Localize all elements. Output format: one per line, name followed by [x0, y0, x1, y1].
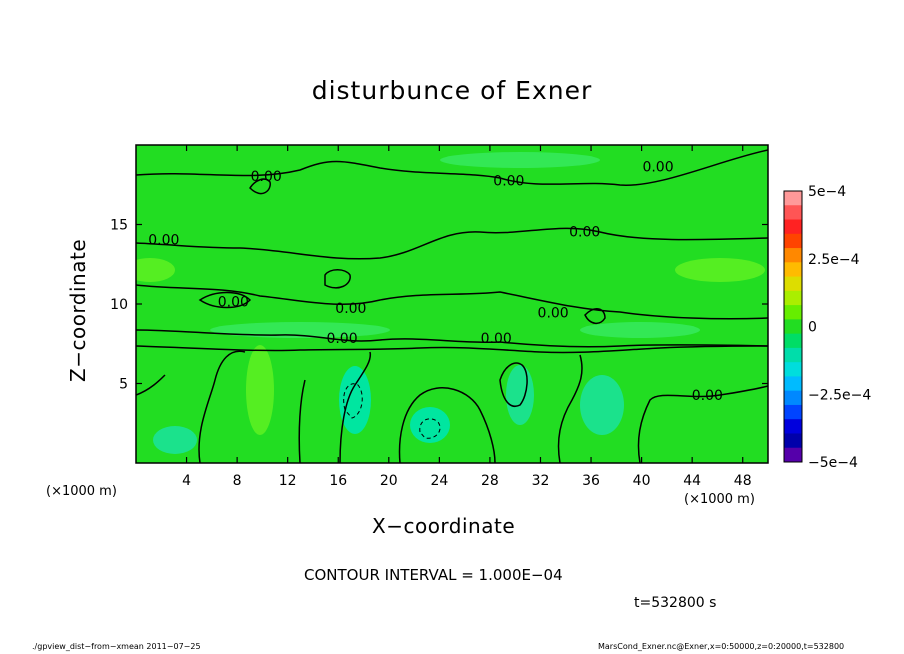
colorbar-swatch [784, 276, 802, 292]
contour-line [637, 385, 768, 463]
contour-label: 0.00 [335, 301, 366, 317]
field-patch [153, 426, 197, 454]
contour-line-negative [419, 418, 441, 439]
colorbar-swatch [784, 205, 802, 221]
x-tick-label: 40 [633, 473, 651, 489]
contour-line-negative [343, 383, 363, 419]
contour-label: 0.00 [569, 224, 600, 240]
colorbar-tick-label: 0 [808, 320, 817, 336]
colorbar-swatch [784, 362, 802, 377]
x-tick-label: 48 [734, 473, 752, 489]
colorbar-frame [783, 190, 803, 463]
field-patch [246, 345, 274, 435]
contour-labels: 0.00 0.00 0.00 0.00 0.00 0.00 0.00 0.00 0.00 0.00… [148, 159, 723, 404]
contour-line [136, 284, 768, 320]
colorbar-tick-label: −2.5e−4 [808, 387, 871, 403]
x-tick-label: 4 [182, 473, 191, 489]
colorbar-swatch [784, 333, 802, 349]
x-tick-label: 20 [380, 473, 398, 489]
colorbar-swatch [784, 447, 802, 463]
contour-label: 0.00 [251, 169, 282, 185]
x-tick-label: 16 [329, 473, 347, 489]
footer-right: MarsCond_Exner.nc@Exner,x=0:50000,z=0:20… [598, 642, 845, 651]
footer-left: ./gpview_dist−from−xmean 2011−07−25 [32, 642, 201, 651]
contour-line [339, 351, 372, 463]
contour-label: 0.00 [692, 388, 723, 404]
colorbar-swatch [784, 433, 802, 449]
x-tick-label: 8 [233, 473, 242, 489]
x-tick-label: 24 [430, 473, 448, 489]
colorbar-tick-label: 5e−4 [808, 184, 846, 200]
x-tick-label: 12 [279, 473, 297, 489]
colorbar-swatch [784, 191, 802, 206]
colorbar-swatch [784, 376, 802, 392]
contour-line [398, 387, 496, 463]
field-patch [580, 322, 700, 338]
contour-line [499, 362, 528, 407]
chart-title: disturbunce of Exner [311, 76, 593, 105]
contour-label: 0.00 [538, 306, 569, 322]
colorbar-swatch [784, 219, 802, 235]
y-axis: 5 10 15 [110, 218, 768, 393]
y-axis-label: Z−coordinate [66, 238, 90, 382]
y-tick-label: 5 [119, 377, 128, 393]
colorbar-tick-label: −5e−4 [808, 455, 858, 471]
contour-line [557, 354, 583, 463]
contour-line [136, 374, 166, 396]
contour-label: 0.00 [326, 331, 357, 347]
field-patch [136, 258, 175, 282]
colorbar: 5e−4 2.5e−4 0 −2.5e−4 −5e−4 [783, 184, 871, 471]
x-tick-label: 44 [683, 473, 701, 489]
contour-interval: CONTOUR INTERVAL = 1.000E−04 [304, 566, 563, 584]
x-tick-label: 28 [481, 473, 499, 489]
contour-lines [136, 149, 768, 463]
contour-label: 0.00 [642, 159, 673, 175]
field-patch [410, 407, 450, 443]
field-shading [136, 152, 765, 454]
y-tick-label: 10 [110, 297, 128, 313]
colorbar-swatch [784, 233, 802, 249]
colorbar-swatch [784, 262, 802, 278]
contour-line [136, 329, 768, 348]
contour-line [198, 350, 246, 463]
contour-line [136, 149, 768, 186]
colorbar-swatch [784, 290, 802, 306]
time-label: t=532800 s [634, 595, 717, 611]
field-patch [675, 258, 765, 282]
colorbar-swatch [784, 390, 802, 406]
contour-line [136, 345, 768, 354]
x-axis: 4 8 12 16 20 24 28 32 36 40 44 48 [182, 145, 752, 489]
colorbar-swatch [784, 404, 802, 420]
y-tick-label: 15 [110, 218, 128, 234]
contour-line [324, 269, 351, 289]
y-unit-label: (×1000 m) [46, 484, 117, 499]
colorbar-swatch [784, 347, 802, 363]
x-axis-label: X−coordinate [372, 514, 516, 538]
colorbar-tick-label: 2.5e−4 [808, 252, 860, 268]
field-patch [580, 375, 624, 435]
field-patch [506, 365, 534, 425]
colorbar-swatch [784, 419, 802, 434]
contour-label: 0.00 [493, 174, 524, 190]
x-tick-label: 32 [532, 473, 550, 489]
field-patch [440, 152, 600, 168]
colorbar-swatch [784, 305, 802, 320]
field-patch [210, 322, 390, 338]
contour-line [584, 308, 606, 324]
colorbar-swatch [784, 319, 802, 335]
colorbar-swatch [784, 248, 802, 263]
contour-line [298, 379, 306, 463]
x-tick-label: 36 [582, 473, 600, 489]
contour-label: 0.00 [218, 294, 249, 310]
x-unit-label: (×1000 m) [684, 492, 755, 507]
plot-background [136, 145, 768, 463]
contour-line [249, 178, 271, 195]
contour-label: 0.00 [481, 331, 512, 347]
contour-line [198, 291, 252, 309]
contour-line [136, 227, 768, 260]
contour-label: 0.00 [148, 232, 179, 248]
field-patch [339, 366, 371, 434]
